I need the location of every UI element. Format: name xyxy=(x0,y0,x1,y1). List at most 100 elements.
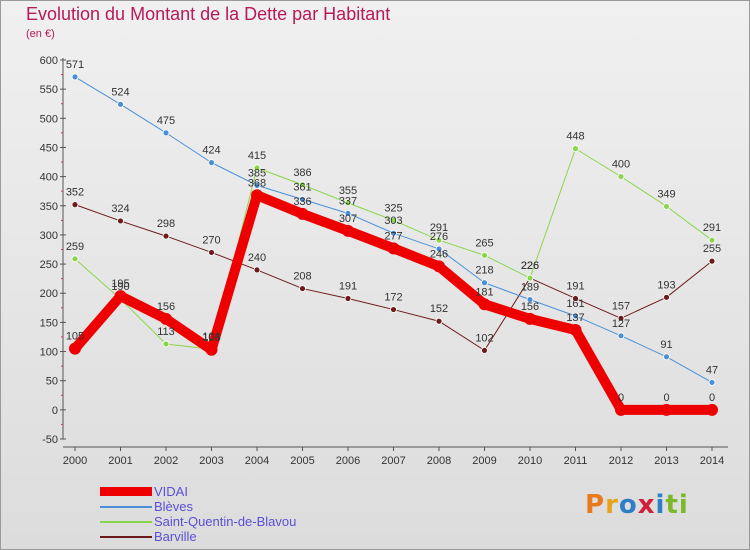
data-label-saint-quentin-de-blavou: 355 xyxy=(339,185,357,197)
data-point-bl-ves xyxy=(572,312,579,320)
data-label-barville: 240 xyxy=(248,252,266,264)
y-tick-label: 550 xyxy=(40,84,58,96)
data-label-saint-quentin-de-blavou: 386 xyxy=(293,167,311,179)
data-point-vidai xyxy=(706,403,718,416)
x-tick-label: 2010 xyxy=(518,455,542,467)
x-tick-label: 2002 xyxy=(154,455,178,467)
data-label-bl-ves: 337 xyxy=(339,195,357,207)
x-tick-label: 2013 xyxy=(654,455,678,467)
data-point-vidai xyxy=(296,207,309,220)
proxiti-logo: Proxiti xyxy=(585,490,689,520)
data-point-bl-ves xyxy=(253,181,261,189)
data-label-saint-quentin-de-blavou: 190 xyxy=(111,281,129,293)
data-label-bl-ves: 276 xyxy=(430,231,448,243)
data-point-vidai xyxy=(433,260,445,273)
data-point-vidai xyxy=(114,290,127,303)
y-tick-label: 350 xyxy=(40,201,58,213)
data-label-saint-quentin-de-blavou: 400 xyxy=(612,159,630,171)
data-label-barville: 352 xyxy=(66,187,84,199)
x-tick-label: 2008 xyxy=(427,455,451,467)
data-label-barville: 191 xyxy=(566,280,584,292)
data-point-barville xyxy=(299,285,306,292)
data-label-bl-ves: 91 xyxy=(660,339,672,351)
data-label-saint-quentin-de-blavou: 415 xyxy=(248,150,266,162)
legend-label: Saint-Quentin-de-Blavou xyxy=(154,514,297,529)
x-tick-label: 2009 xyxy=(472,455,496,467)
data-point-vidai xyxy=(205,343,218,356)
data-label-barville: 172 xyxy=(384,292,402,304)
data-label-bl-ves: 189 xyxy=(521,282,539,294)
data-point-barville xyxy=(708,257,716,265)
x-tick-label: 2004 xyxy=(245,455,269,467)
data-point-saint-quentin-de-blavou xyxy=(71,255,79,263)
data-point-barville xyxy=(344,295,352,302)
y-tick-label: 50 xyxy=(46,376,58,388)
chart-title: Evolution du Montant de la Dette par Hab… xyxy=(26,4,391,24)
logo-letter: i xyxy=(655,490,666,520)
data-point-saint-quentin-de-blavou xyxy=(299,181,306,189)
x-tick-label: 2005 xyxy=(290,455,314,467)
y-tick-label: 250 xyxy=(40,259,58,271)
data-point-bl-ves xyxy=(208,159,215,167)
data-point-barville xyxy=(390,306,397,313)
data-point-bl-ves xyxy=(435,245,443,253)
data-label-vidai: 307 xyxy=(339,213,357,225)
chart-unit-label: (en €) xyxy=(26,28,55,40)
data-point-bl-ves xyxy=(117,100,124,108)
data-point-saint-quentin-de-blavou xyxy=(481,251,488,259)
x-tick-label: 2012 xyxy=(609,455,633,467)
data-label-bl-ves: 424 xyxy=(202,145,220,157)
x-tick-label: 2006 xyxy=(336,455,360,467)
data-point-saint-quentin-de-blavou xyxy=(435,236,443,244)
data-point-vidai xyxy=(660,403,673,416)
legend-swatch xyxy=(100,521,152,523)
data-label-bl-ves: 571 xyxy=(66,59,84,71)
data-label-bl-ves: 475 xyxy=(157,115,175,127)
data-point-bl-ves xyxy=(390,229,397,237)
data-label-barville: 102 xyxy=(475,332,493,344)
data-label-barville: 255 xyxy=(703,243,721,255)
data-point-barville xyxy=(481,346,488,354)
data-label-vidai: 195 xyxy=(111,278,129,290)
data-label-saint-quentin-de-blavou: 259 xyxy=(66,241,84,253)
data-point-saint-quentin-de-blavou xyxy=(572,145,579,153)
data-point-vidai xyxy=(569,323,582,336)
data-point-barville xyxy=(253,266,261,274)
data-label-saint-quentin-de-blavou: 291 xyxy=(703,222,721,234)
y-tick-label: 0 xyxy=(52,405,58,417)
data-point-vidai xyxy=(342,224,354,237)
data-point-barville xyxy=(617,314,625,322)
data-label-vidai: 277 xyxy=(384,230,402,242)
data-label-bl-ves: 47 xyxy=(706,364,718,376)
data-point-barville xyxy=(572,295,579,302)
data-label-vidai: 0 xyxy=(709,392,715,404)
data-label-saint-quentin-de-blavou: 265 xyxy=(475,237,493,249)
data-point-saint-quentin-de-blavou xyxy=(253,164,261,172)
data-label-barville: 298 xyxy=(157,218,175,230)
y-tick-label: -50 xyxy=(42,434,58,446)
logo-letter: t xyxy=(665,490,679,520)
data-point-vidai xyxy=(478,298,491,311)
data-label-vidai: 156 xyxy=(521,301,539,313)
data-label-barville: 226 xyxy=(521,260,539,272)
y-tick-label: 100 xyxy=(40,347,58,359)
data-point-barville xyxy=(663,293,670,301)
data-point-bl-ves xyxy=(526,296,534,304)
y-tick-label: 450 xyxy=(40,142,58,154)
data-point-vidai xyxy=(524,312,536,325)
data-label-saint-quentin-de-blavou: 291 xyxy=(430,222,448,234)
data-point-saint-quentin-de-blavou xyxy=(708,236,716,244)
data-point-barville xyxy=(208,249,215,256)
data-label-vidai: 156 xyxy=(157,301,175,313)
data-label-barville: 208 xyxy=(293,271,311,283)
data-label-bl-ves: 524 xyxy=(111,86,129,98)
data-point-bl-ves xyxy=(617,332,625,340)
data-label-vidai: 181 xyxy=(475,286,493,298)
data-point-saint-quentin-de-blavou xyxy=(526,274,534,282)
data-label-saint-quentin-de-blavou: 104 xyxy=(202,331,220,343)
data-point-saint-quentin-de-blavou xyxy=(162,340,170,348)
data-point-vidai xyxy=(160,312,172,325)
data-label-vidai: 137 xyxy=(566,312,584,324)
x-tick-label: 2011 xyxy=(564,455,588,467)
